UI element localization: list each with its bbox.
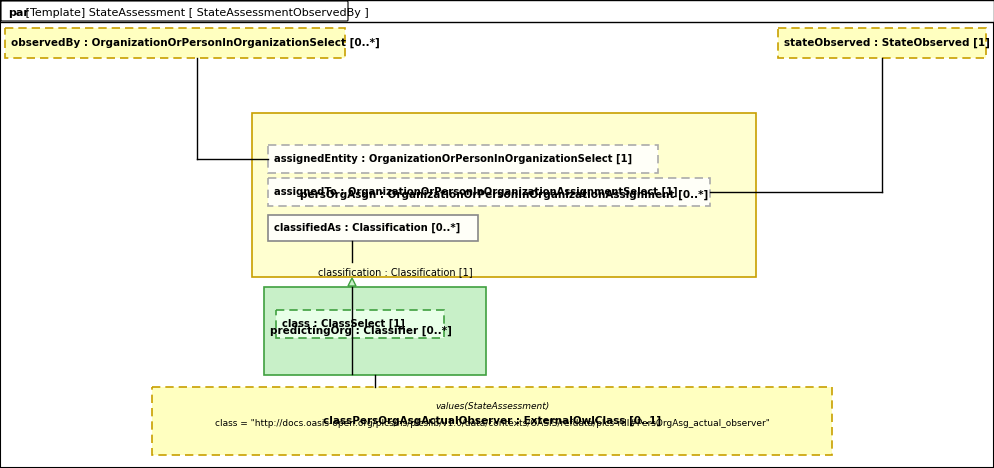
Text: class : ClassSelect [1]: class : ClassSelect [1] [282, 319, 405, 329]
Text: class = "http://docs.oasis-open.org/plcs/ns/plcslib/v1.0/data/contexts/OASIS/ref: class = "http://docs.oasis-open.org/plcs… [215, 419, 769, 429]
Bar [268, 215, 478, 241]
Bar [264, 287, 486, 375]
Text: assignedTo : OrganizationOrPersonInOrganizationAssignmentSelect [1]: assignedTo : OrganizationOrPersonInOrgan… [274, 187, 678, 197]
Text: observedBy : OrganizationOrPersonInOrganizationSelect [0..*]: observedBy : OrganizationOrPersonInOrgan… [11, 38, 380, 48]
Polygon shape [348, 278, 356, 286]
Bar [276, 310, 444, 338]
Text: par: par [8, 8, 29, 18]
Text: values(StateAssessment): values(StateAssessment) [435, 402, 549, 410]
Text: classPersOrgAsgActualObserver : ExternalOwlClass [0..1]: classPersOrgAsgActualObserver : External… [323, 416, 661, 426]
Bar [268, 145, 658, 173]
Bar [0, 0, 994, 22]
Bar [778, 28, 986, 58]
Bar [5, 28, 345, 58]
FancyBboxPatch shape [1, 1, 348, 21]
Bar [152, 387, 832, 455]
Text: classifiedAs : Classification [0..*]: classifiedAs : Classification [0..*] [274, 223, 460, 233]
Text: [Template] StateAssessment [ StateAssessmentObservedBy ]: [Template] StateAssessment [ StateAssess… [22, 8, 369, 18]
Bar [268, 178, 710, 206]
Text: assignedEntity : OrganizationOrPersonInOrganizationSelect [1]: assignedEntity : OrganizationOrPersonInO… [274, 154, 632, 164]
Text: classification : Classification [1]: classification : Classification [1] [318, 267, 472, 277]
Bar [252, 113, 756, 277]
Text: persOrgAsgn : OrganizationOrPersonInOrganizationAssignment [0..*]: persOrgAsgn : OrganizationOrPersonInOrga… [300, 190, 708, 200]
Text: predictingOrg : Classifier [0..*]: predictingOrg : Classifier [0..*] [270, 326, 452, 336]
Text: stateObserved : StateObserved [1]: stateObserved : StateObserved [1] [784, 38, 990, 48]
